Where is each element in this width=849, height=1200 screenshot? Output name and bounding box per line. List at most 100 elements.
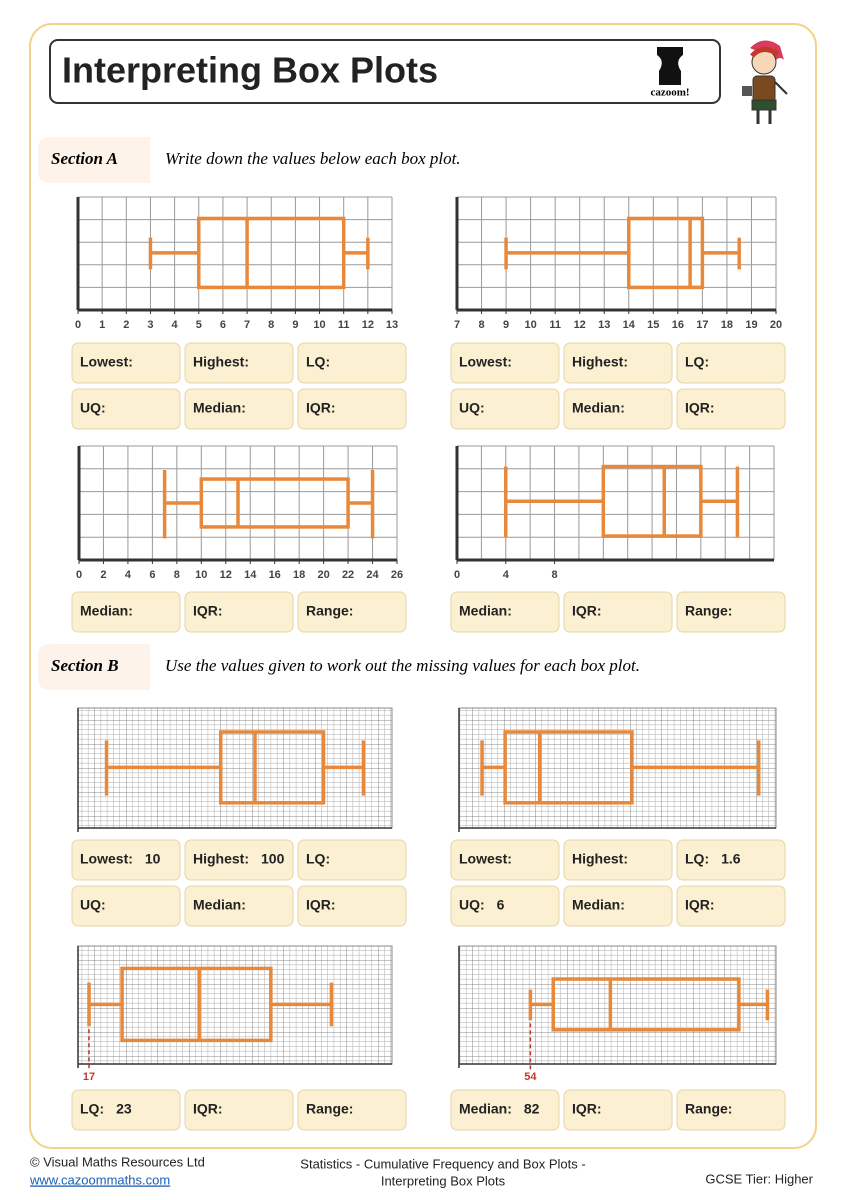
x-tick-label: 3 (147, 319, 153, 331)
x-tick-label: 4 (503, 569, 510, 581)
x-tick-label: 4 (172, 319, 179, 331)
x-tick-label: 5 (196, 319, 202, 331)
answer-value: 82 (524, 1101, 540, 1117)
answer-box (297, 839, 407, 881)
x-tick-label: 16 (672, 319, 684, 331)
section-label: Section B (51, 656, 119, 675)
section-instruction: Use the values given to work out the mis… (165, 656, 640, 675)
answer-label: LQ: (685, 354, 709, 370)
answer-label: Lowest: (80, 354, 133, 370)
answer-label: Highest: (193, 851, 249, 867)
answer-box (676, 839, 786, 881)
answer-label: UQ: (459, 897, 485, 913)
answer-box (184, 885, 294, 927)
answer-box (676, 388, 786, 430)
x-tick-label: 7 (244, 319, 250, 331)
answer-label: LQ: (80, 1101, 104, 1117)
answer-label: Lowest: (459, 354, 512, 370)
x-tick-label: 1 (99, 319, 105, 331)
answer-box (563, 1089, 673, 1131)
answer-label: UQ: (80, 897, 106, 913)
answer-box (563, 342, 673, 384)
answer-box (71, 342, 181, 384)
answer-box (184, 388, 294, 430)
tier: GCSE Tier: Higher (705, 1171, 813, 1186)
answer-label: IQR: (193, 603, 223, 619)
box (503, 730, 634, 805)
answer-box (297, 591, 407, 633)
x-tick-label: 0 (75, 319, 81, 331)
answer-box (71, 388, 181, 430)
box (218, 730, 326, 805)
answer-label: IQR: (306, 400, 336, 416)
plot-area (458, 945, 777, 1065)
section-label: Section A (51, 149, 118, 168)
x-tick-label: 12 (574, 319, 586, 331)
answer-box (450, 388, 560, 430)
box (197, 216, 346, 290)
answer-value: 23 (116, 1101, 132, 1117)
answer-label: Median: (459, 603, 512, 619)
x-tick-label: 4 (125, 569, 132, 581)
footer-link[interactable]: www.cazoommaths.com (29, 1172, 170, 1187)
answer-label: LQ: (685, 851, 709, 867)
answer-box (450, 885, 560, 927)
x-tick-label: 20 (770, 319, 782, 331)
answer-box (676, 1089, 786, 1131)
answer-label: Highest: (193, 354, 249, 370)
x-tick-label: 14 (623, 319, 636, 331)
x-tick-label: 0 (76, 569, 82, 581)
answer-label: Range: (685, 603, 732, 619)
box (199, 477, 350, 529)
box (601, 464, 703, 538)
answer-box (184, 342, 294, 384)
answer-label: Range: (306, 603, 353, 619)
x-tick-label: 20 (317, 569, 329, 581)
answer-box (71, 1089, 181, 1131)
answer-box (297, 1089, 407, 1131)
x-tick-label: 22 (342, 569, 354, 581)
answer-label: Median: (572, 897, 625, 913)
box (627, 216, 705, 290)
x-tick-label: 12 (220, 569, 232, 581)
x-tick-label: 11 (338, 319, 350, 331)
x-tick-label: 15 (647, 319, 659, 331)
answer-label: UQ: (459, 400, 485, 416)
answer-box (450, 342, 560, 384)
x-tick-label: 8 (268, 319, 274, 331)
footer-topic: Statistics - Cumulative Frequency and Bo… (300, 1156, 585, 1171)
x-tick-label: 7 (454, 319, 460, 331)
title: Interpreting Box Plots (62, 50, 438, 91)
title-box (49, 39, 721, 104)
x-tick-label: 8 (478, 319, 484, 331)
x-tick-label: 18 (721, 319, 733, 331)
x-tick-label: 8 (174, 569, 180, 581)
x-tick-label: 11 (549, 319, 561, 331)
x-tick-label: 6 (220, 319, 226, 331)
x-tick-label: 13 (386, 319, 398, 331)
logo: cazoom! (650, 47, 690, 99)
answer-box (563, 388, 673, 430)
answer-box (676, 342, 786, 384)
x-tick-label: 8 (551, 569, 557, 581)
answer-box (71, 885, 181, 927)
answer-box (71, 839, 181, 881)
x-tick-label: 9 (292, 319, 298, 331)
section-tab (38, 644, 150, 690)
answer-label: Range: (685, 1101, 732, 1117)
answer-label: Median: (80, 603, 133, 619)
answer-box (71, 591, 181, 633)
answer-box (676, 885, 786, 927)
answer-value: 6 (497, 897, 505, 913)
answer-label: Highest: (572, 851, 628, 867)
x-tick-label: 16 (269, 569, 281, 581)
x-tick-label: 2 (100, 569, 106, 581)
answer-box (676, 591, 786, 633)
x-tick-label: 17 (696, 319, 708, 331)
answer-label: IQR: (685, 897, 715, 913)
marker-label: 17 (83, 1071, 95, 1083)
answer-value: 100 (261, 851, 285, 867)
marker-label: 54 (524, 1071, 537, 1083)
answer-label: IQR: (685, 400, 715, 416)
